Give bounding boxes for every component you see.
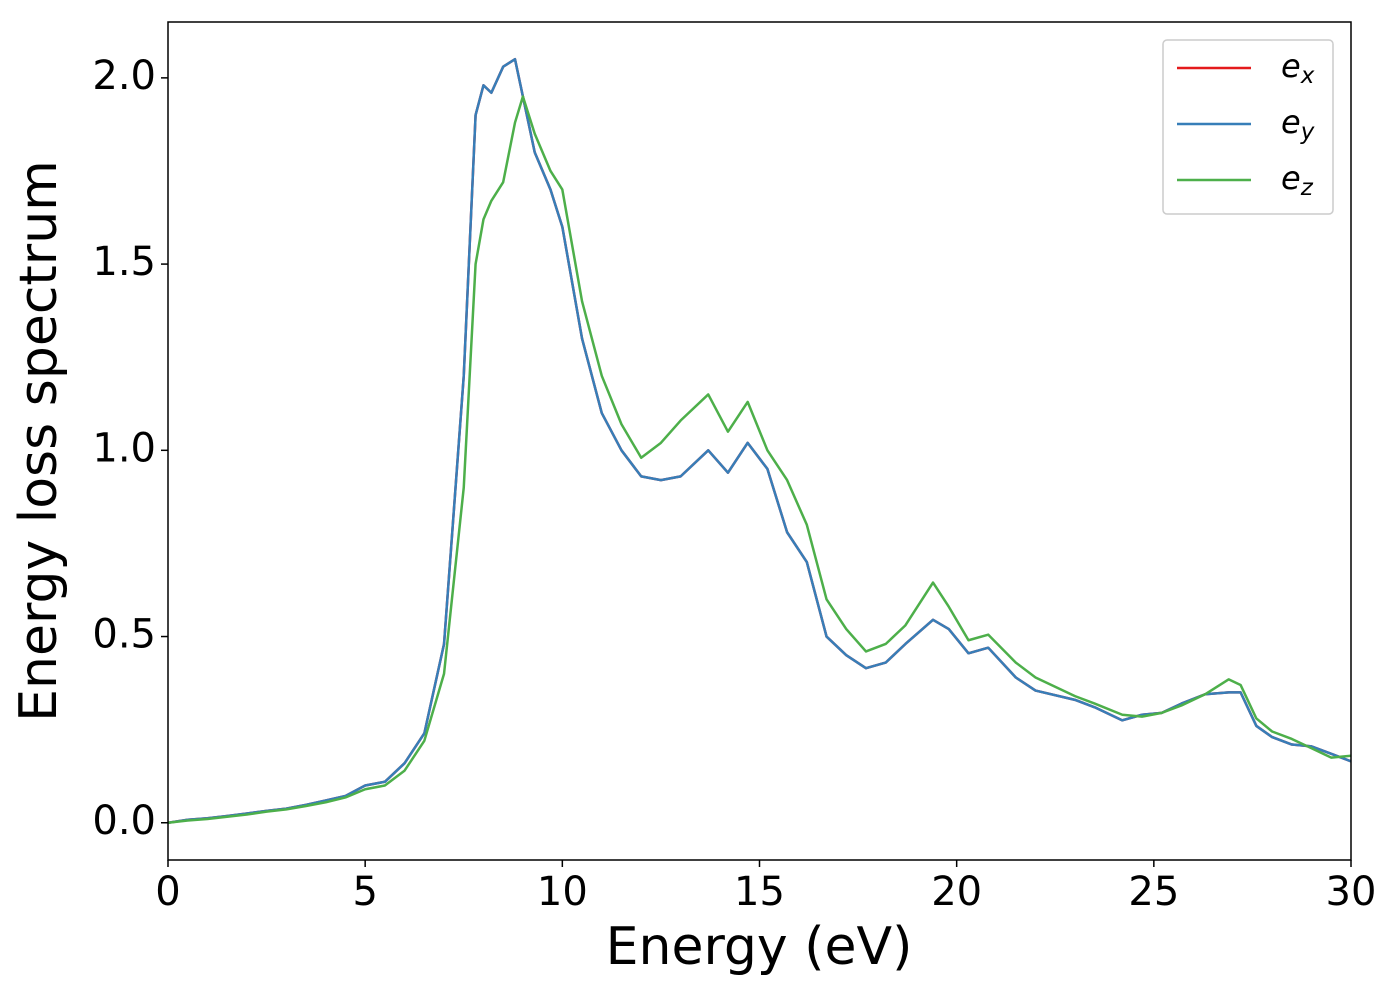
y-tick-label: 0.5 xyxy=(92,612,156,658)
legend-label: ey xyxy=(1281,103,1315,145)
y-axis-label: Energy loss spectrum xyxy=(9,160,69,722)
line xyxy=(168,95,1351,825)
x-tick-label: 25 xyxy=(1128,869,1179,915)
x-tick-label: 30 xyxy=(1326,869,1377,915)
x-tick-label: 10 xyxy=(537,869,588,915)
legend-box xyxy=(1162,39,1334,215)
x-tick-label: 15 xyxy=(734,869,785,915)
x-tick-label: 20 xyxy=(931,869,982,915)
x-tick-label: 5 xyxy=(352,869,377,915)
y-tick-label: 0.0 xyxy=(92,798,156,844)
x-axis-label: Energy (eV) xyxy=(606,917,913,977)
y-tick-label: 1.0 xyxy=(92,425,156,471)
y-tick-label: 2.0 xyxy=(92,53,156,99)
y-tick-label: 1.5 xyxy=(92,239,156,285)
x-tick-label: 0 xyxy=(155,869,180,915)
legend-label: ez xyxy=(1281,159,1314,201)
plot-frame xyxy=(167,21,1352,861)
legend-label: ex xyxy=(1281,47,1315,89)
